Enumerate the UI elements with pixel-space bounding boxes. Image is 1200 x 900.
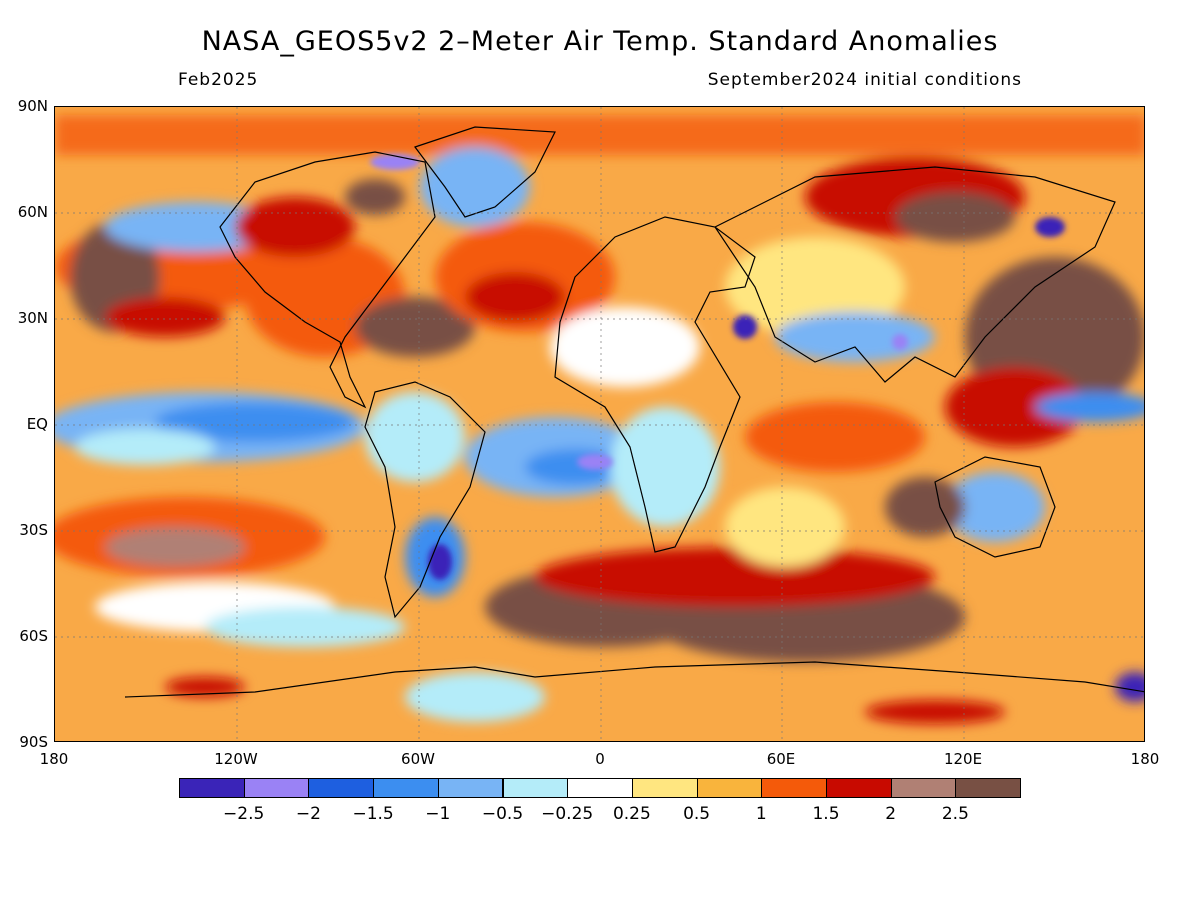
lon-label-120e: 120E [943, 750, 983, 768]
colorbar-cell [308, 778, 375, 798]
colorbar-cell [373, 778, 439, 798]
colorbar-cell [243, 778, 310, 798]
colorbar-label: −2 [295, 804, 321, 824]
colorbar-label: 0.25 [612, 804, 651, 824]
lat-label-90n: 90N [17, 97, 48, 115]
initial-conditions: September2024 initial conditions [707, 70, 1022, 90]
colorbar-cell [567, 778, 633, 798]
colorbar-cell [179, 778, 245, 798]
colorbar-cell [761, 778, 827, 798]
colorbar-label: −0.25 [541, 804, 594, 824]
lat-label-eq: EQ [26, 415, 48, 433]
forecast-month: Feb2025 [178, 70, 259, 90]
colorbar-label: 2.5 [941, 804, 969, 824]
lat-label-60n: 60N [17, 203, 48, 221]
colorbar-cell [955, 778, 1022, 798]
colorbar-cell [437, 778, 504, 798]
lon-label-60w: 60W [401, 750, 435, 768]
lon-label-0: 0 [595, 750, 605, 768]
anomaly-map [54, 106, 1145, 742]
colorbar-label: 2 [885, 804, 897, 824]
anomaly-field [55, 115, 1144, 724]
colorbar-label: −1 [425, 804, 451, 824]
lat-label-90s: 90S [19, 733, 48, 751]
colorbar-label: 1.5 [812, 804, 840, 824]
colorbar-cell [696, 778, 763, 798]
colorbar-cell [502, 778, 569, 798]
lon-label-120w: 120W [214, 750, 258, 768]
grid-lines [55, 107, 1144, 741]
lon-label-180e: 180 [1130, 750, 1160, 768]
lat-label-30s: 30S [19, 521, 48, 539]
colorbar-cell [631, 778, 698, 798]
lon-label-60e: 60E [766, 750, 796, 768]
colorbar-label: −2.5 [223, 804, 265, 824]
colorbar-label: −0.5 [481, 804, 524, 824]
coastlines [124, 126, 1144, 698]
chart-title: NASA_GEOS5v2 2–Meter Air Temp. Standard … [201, 26, 999, 57]
lat-label-60s: 60S [19, 627, 48, 645]
colorbar-label: −1.5 [352, 804, 394, 824]
colorbar-cell [890, 778, 957, 798]
colorbar-cell [826, 778, 892, 798]
lat-label-30n: 30N [17, 309, 48, 327]
lon-label-180w: 180 [39, 750, 69, 768]
colorbar-label: 1 [755, 804, 767, 824]
colorbar-label: 0.5 [683, 804, 711, 824]
